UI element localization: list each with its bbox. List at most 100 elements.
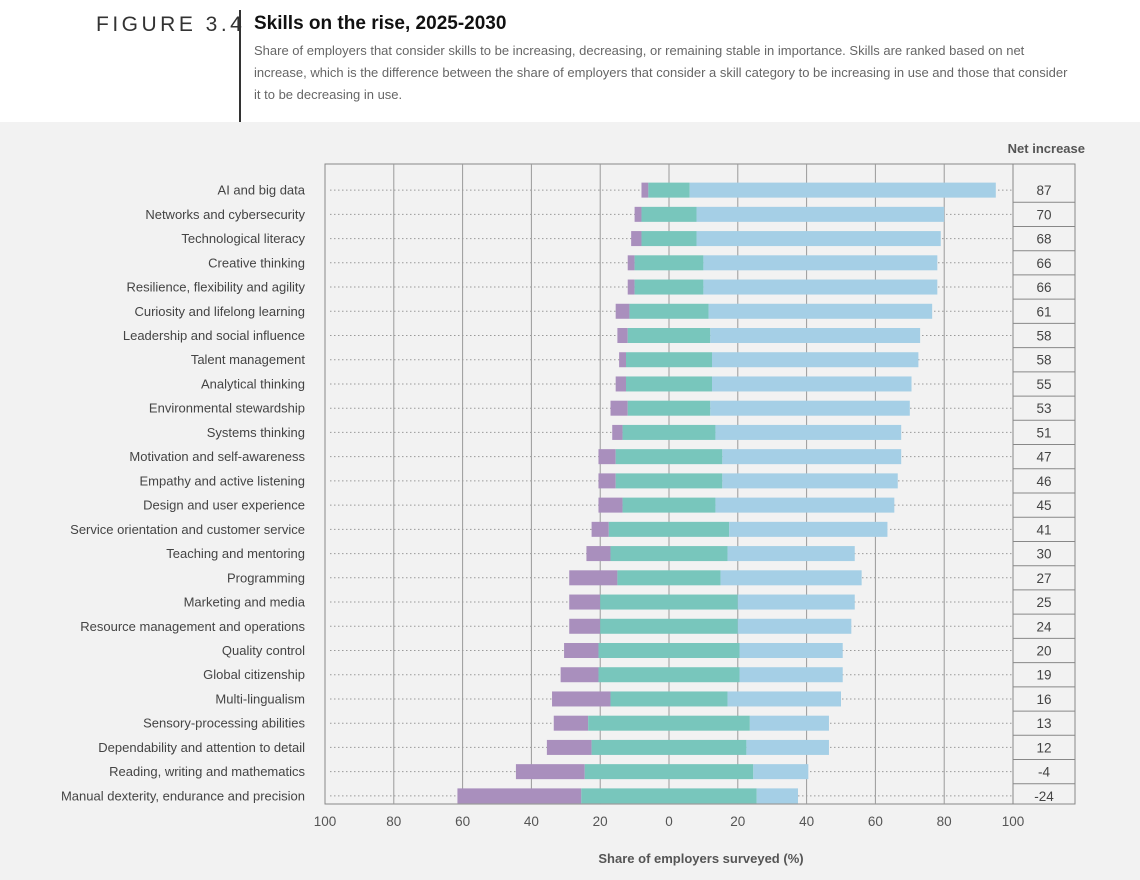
category-label: Systems thinking <box>207 425 305 440</box>
bar-decreasing <box>546 739 592 755</box>
category-label: Networks and cybersecurity <box>145 207 305 222</box>
category-label: Leadership and social influence <box>123 328 305 343</box>
category-label: Sensory-processing abilities <box>143 716 305 731</box>
figure-title: Skills on the rise, 2025-2030 <box>254 13 507 34</box>
category-label: Analytical thinking <box>201 376 305 391</box>
category-label: Curiosity and lifelong learning <box>134 304 305 319</box>
bar-increasing <box>712 352 919 368</box>
bar-increasing <box>720 570 862 586</box>
bar-stable <box>581 788 757 804</box>
bar-stable <box>598 667 740 683</box>
x-tick-label: 0 <box>665 814 673 829</box>
bar-decreasing <box>641 182 649 198</box>
category-label: Dependability and attention to detail <box>98 740 305 755</box>
category-label: Programming <box>227 570 305 585</box>
bar-stable <box>598 643 740 658</box>
net-increase-value: 13 <box>1036 716 1051 731</box>
net-increase-value: 70 <box>1036 207 1051 222</box>
bar-stable <box>588 715 750 731</box>
category-label: Multi-lingualism <box>215 691 305 706</box>
net-column-frame <box>1012 163 1076 805</box>
x-tick-label: 80 <box>386 814 401 829</box>
net-increase-value: 55 <box>1036 377 1051 392</box>
category-label: AI and big data <box>218 183 306 198</box>
bar-increasing <box>710 400 910 416</box>
bar-decreasing <box>627 255 635 271</box>
net-increase-value: 16 <box>1036 692 1051 707</box>
bar-stable <box>622 497 716 513</box>
net-increase-value: 51 <box>1036 425 1051 440</box>
bar-stable <box>610 546 728 562</box>
category-label: Resilience, flexibility and agility <box>127 280 306 295</box>
net-increase-value: 66 <box>1036 256 1051 271</box>
bar-decreasing <box>515 764 585 780</box>
net-increase-value: 30 <box>1036 547 1051 562</box>
net-increase-value: 58 <box>1036 353 1051 368</box>
bar-decreasing <box>457 788 582 804</box>
net-increase-value: 41 <box>1036 522 1051 537</box>
category-label: Reading, writing and mathematics <box>109 764 305 779</box>
bar-decreasing <box>598 497 623 513</box>
chart-area: 100 80 60 40 20 0 20 40 60 80 100 Net increase AI an… <box>0 122 1140 880</box>
net-increase-value: 25 <box>1036 595 1051 610</box>
x-tick-label: 100 <box>1002 814 1025 829</box>
net-increase-value: 58 <box>1036 329 1051 344</box>
net-increase-value: 87 <box>1036 183 1051 198</box>
bar-stable <box>584 764 754 780</box>
bar-decreasing <box>634 206 642 222</box>
bar-decreasing <box>569 618 601 634</box>
net-increase-value: 61 <box>1036 304 1051 319</box>
category-label: Creative thinking <box>208 255 305 270</box>
category-label: Technological literacy <box>181 231 305 246</box>
net-increase-value: 45 <box>1036 498 1051 513</box>
category-label: Resource management and operations <box>80 619 305 634</box>
bar-increasing <box>722 473 898 489</box>
figure-divider <box>239 10 241 122</box>
bar-increasing <box>715 497 895 513</box>
bar-stable <box>629 303 709 319</box>
bar-stable <box>641 231 697 247</box>
category-label: Talent management <box>191 352 306 367</box>
bar-increasing <box>749 715 829 731</box>
category-label: Global citizenship <box>203 667 305 682</box>
bar-increasing <box>729 521 888 537</box>
bar-decreasing <box>598 449 616 465</box>
bar-increasing <box>756 788 798 804</box>
bar-decreasing <box>586 546 611 562</box>
net-increase-value: 27 <box>1036 571 1051 586</box>
x-tick-label: 60 <box>868 814 883 829</box>
bar-increasing <box>689 182 996 198</box>
category-label: Environmental stewardship <box>149 401 305 416</box>
bar-stable <box>648 182 690 198</box>
bar-decreasing <box>564 643 599 658</box>
bar-stable <box>615 449 723 465</box>
bar-stable <box>591 739 747 755</box>
x-tick-label: 40 <box>524 814 539 829</box>
net-increase-value: -24 <box>1034 789 1054 804</box>
x-tick-label: 40 <box>799 814 814 829</box>
bar-stable <box>600 618 738 634</box>
bar-decreasing <box>560 667 599 683</box>
figure-label: FIGURE 3.4 <box>96 13 246 36</box>
net-increase-value: 19 <box>1036 668 1051 683</box>
bar-decreasing <box>627 279 635 295</box>
bar-increasing <box>710 328 921 343</box>
bar-increasing <box>712 376 912 392</box>
bar-stable <box>634 255 704 271</box>
net-increase-value: 46 <box>1036 474 1051 489</box>
figure-subtitle: Share of employers that consider skills … <box>254 43 1068 102</box>
category-label: Manual dexterity, endurance and precisio… <box>61 788 305 803</box>
bar-increasing <box>722 449 902 465</box>
bar-decreasing <box>619 352 626 368</box>
bar-decreasing <box>610 400 628 416</box>
bar-decreasing <box>591 521 609 537</box>
category-label: Teaching and mentoring <box>166 546 305 561</box>
bar-decreasing <box>612 424 623 440</box>
bar-stable <box>617 570 721 586</box>
bar-increasing <box>739 667 843 683</box>
category-label: Marketing and media <box>184 595 306 610</box>
net-increase-value: -4 <box>1038 765 1050 780</box>
bar-decreasing <box>631 231 642 247</box>
category-label: Quality control <box>222 643 305 658</box>
bar-stable <box>627 328 711 343</box>
